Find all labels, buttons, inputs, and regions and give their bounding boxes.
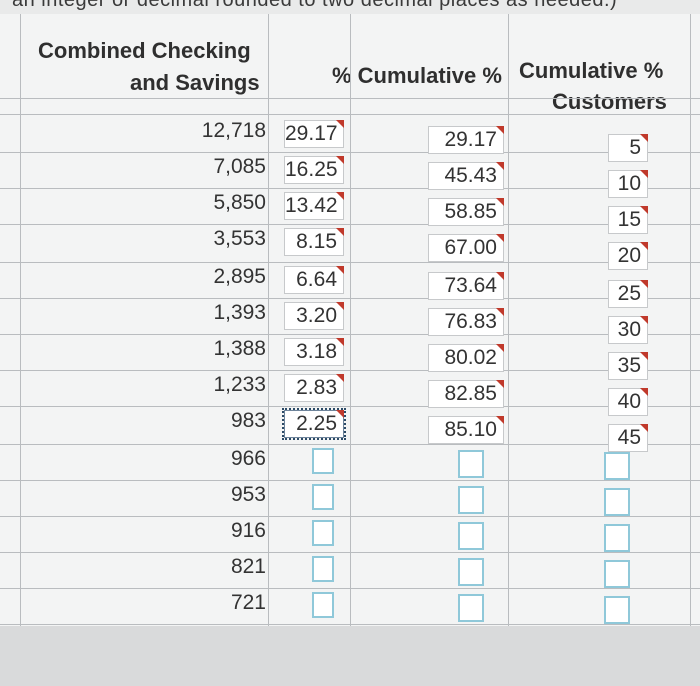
cumulative-percent-input[interactable]: 76.83 (428, 308, 504, 336)
percent-input[interactable] (312, 448, 334, 474)
combined-value: 953 (230, 483, 266, 506)
combined-value: 966 (230, 447, 266, 470)
combined-value: 12,718 (201, 119, 266, 142)
cumulative-customers-input[interactable]: 20 (608, 242, 648, 270)
cumulative-customers-input[interactable]: 40 (608, 388, 648, 416)
percent-input[interactable]: 6.64 (284, 266, 344, 294)
combined-value: 1,393 (213, 301, 266, 324)
cumulative-customers-input[interactable]: 35 (608, 352, 648, 380)
cumulative-percent-input[interactable]: 85.10 (428, 416, 504, 444)
cumulative-percent-input[interactable] (458, 486, 484, 514)
grid-line (690, 14, 691, 626)
cumulative-percent-input[interactable]: 67.00 (428, 234, 504, 262)
percent-input[interactable]: 8.15 (284, 228, 344, 256)
cumulative-customers-input[interactable]: 45 (608, 424, 648, 452)
data-table: Combined Checking and Savings % Cumulati… (0, 14, 700, 626)
percent-input[interactable] (312, 556, 334, 582)
combined-value: 721 (230, 591, 266, 614)
combined-value: 1,233 (213, 373, 266, 396)
header-combined-line1: Combined Checking (38, 38, 251, 63)
cumulative-customers-input[interactable] (604, 488, 630, 516)
header-percent-cumulative: % Cumulative % (332, 63, 502, 88)
combined-value: 7,085 (213, 155, 266, 178)
cumulative-customers-input[interactable]: 25 (608, 280, 648, 308)
grid-line (508, 14, 509, 626)
header-combined-line2: and Savings (130, 70, 260, 95)
combined-value: 3,553 (213, 227, 266, 250)
instruction-text-strip: an integer or decimal rounded to two dec… (0, 0, 700, 14)
cumulative-percent-input[interactable]: 29.17 (428, 126, 504, 154)
cumulative-percent-input[interactable]: 73.64 (428, 272, 504, 300)
cumulative-customers-input[interactable]: 10 (608, 170, 648, 198)
cumulative-customers-input[interactable] (604, 560, 630, 588)
combined-value: 5,850 (213, 191, 266, 214)
header-cumulative-customers-line2: Customers (552, 89, 667, 114)
cumulative-customers-input[interactable] (604, 452, 630, 480)
cumulative-customers-input[interactable] (604, 524, 630, 552)
combined-value: 1,388 (213, 337, 266, 360)
percent-input[interactable]: 16.25 (284, 156, 344, 184)
combined-value: 983 (230, 409, 266, 432)
header-cumulative-customers-line1: Cumulative % (519, 58, 664, 83)
cumulative-customers-input[interactable] (604, 596, 630, 624)
combined-value: 821 (230, 555, 266, 578)
cumulative-customers-input[interactable]: 30 (608, 316, 648, 344)
cumulative-percent-input[interactable]: 58.85 (428, 198, 504, 226)
percent-input[interactable] (312, 592, 334, 618)
percent-input[interactable]: 29.17 (284, 120, 344, 148)
percent-input[interactable]: 2.83 (284, 374, 344, 402)
cumulative-percent-input[interactable] (458, 594, 484, 622)
combined-value: 916 (230, 519, 266, 542)
grid-line (20, 14, 21, 626)
percent-input[interactable]: 13.42 (284, 192, 344, 220)
cumulative-percent-input[interactable] (458, 558, 484, 586)
cumulative-percent-input[interactable]: 82.85 (428, 380, 504, 408)
cumulative-customers-input[interactable]: 15 (608, 206, 648, 234)
percent-input[interactable] (312, 484, 334, 510)
percent-input[interactable]: 3.20 (284, 302, 344, 330)
grid-line (268, 14, 269, 626)
percent-input[interactable]: 2.25 (282, 408, 346, 440)
cumulative-percent-input[interactable]: 80.02 (428, 344, 504, 372)
cumulative-percent-input[interactable] (458, 450, 484, 478)
cumulative-customers-input[interactable]: 5 (608, 134, 648, 162)
combined-value: 2,895 (213, 265, 266, 288)
cumulative-percent-input[interactable] (458, 522, 484, 550)
grid-line (350, 14, 351, 626)
percent-input[interactable] (312, 520, 334, 546)
cumulative-percent-input[interactable]: 45.43 (428, 162, 504, 190)
percent-input[interactable]: 3.18 (284, 338, 344, 366)
desk-background (0, 626, 700, 686)
instruction-text: an integer or decimal rounded to two dec… (12, 0, 618, 11)
